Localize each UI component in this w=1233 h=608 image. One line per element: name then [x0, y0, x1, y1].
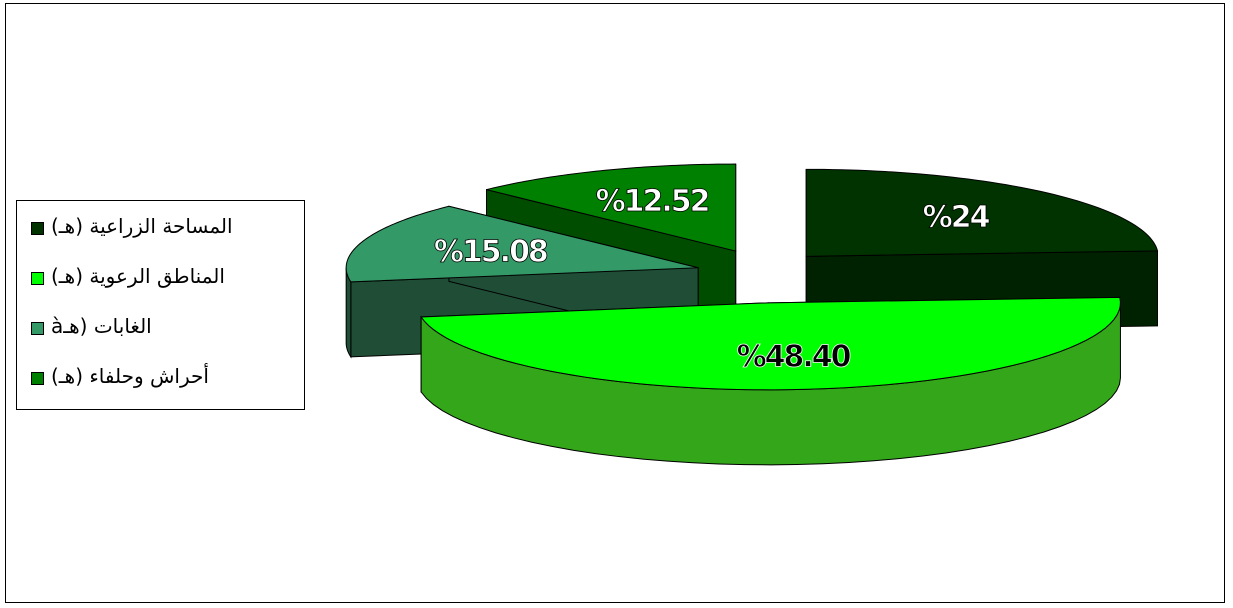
legend-label: الغابات (هـà — [51, 314, 152, 338]
pie-data-label: %12.52 — [596, 184, 709, 219]
pie-data-label: %15.08 — [434, 234, 548, 269]
legend-item: المساحة الزراعية (هـ) — [17, 209, 306, 249]
pie-slice-top — [805, 168, 1159, 257]
pie-data-label: %24 — [923, 200, 990, 235]
pie-slice-top — [420, 296, 1121, 391]
legend-swatch-icon — [31, 272, 44, 285]
pie-data-label: %48.40 — [737, 339, 851, 374]
legend-label: المناطق الرعوية (هـ) — [51, 264, 225, 288]
chart-area: %12.52 %24 %15.08 %48.40 المساحة الزراعية (… — [5, 3, 1225, 603]
legend-label: المساحة الزراعية (هـ) — [51, 214, 233, 238]
legend-item: أحراش وحلفاء (هـ) — [17, 359, 306, 399]
pie-slice: %48.40 — [420, 296, 1121, 466]
pie-slice-top — [345, 205, 699, 283]
pie-chart: %12.52 %24 %15.08 %48.40 — [345, 163, 1159, 466]
pie-slice-top — [486, 163, 737, 252]
chart-legend: المساحة الزراعية (هـ) المناطق الرعوية (ه… — [16, 200, 305, 410]
legend-item: الغابات (هـà — [17, 309, 306, 349]
legend-label: أحراش وحلفاء (هـ) — [51, 364, 209, 388]
legend-swatch-icon — [31, 322, 44, 335]
legend-swatch-icon — [31, 222, 44, 235]
legend-item: المناطق الرعوية (هـ) — [17, 259, 306, 299]
legend-swatch-icon — [31, 372, 44, 385]
